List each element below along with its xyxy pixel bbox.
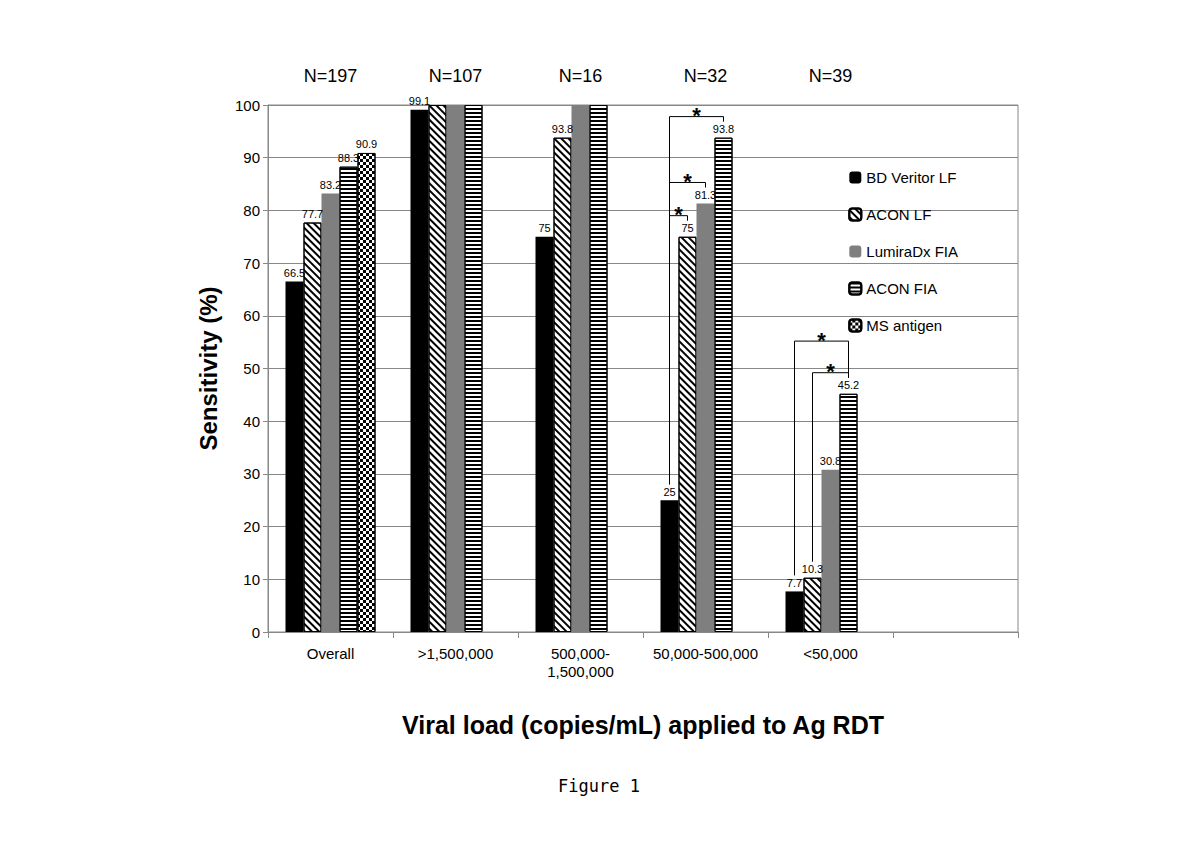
svg-text:*: *: [826, 359, 835, 384]
svg-text:50,000-500,000: 50,000-500,000: [653, 645, 758, 662]
svg-text:66.5: 66.5: [284, 267, 305, 279]
svg-text:25: 25: [663, 486, 675, 498]
svg-text:93.8: 93.8: [552, 123, 573, 135]
svg-text:N=32: N=32: [684, 66, 728, 86]
svg-text:75: 75: [681, 222, 693, 234]
svg-text:N=16: N=16: [559, 66, 603, 86]
svg-text:10.3: 10.3: [802, 563, 823, 575]
svg-text:100: 100: [235, 97, 260, 114]
svg-text:99.1: 99.1: [409, 95, 430, 107]
svg-text:93.8: 93.8: [713, 123, 734, 135]
svg-text:80: 80: [243, 202, 260, 219]
svg-text:10: 10: [243, 571, 260, 588]
svg-text:40: 40: [243, 413, 260, 430]
svg-text:7.7: 7.7: [787, 577, 802, 589]
svg-text:500,000-: 500,000-: [551, 645, 610, 662]
svg-text:60: 60: [243, 307, 260, 324]
svg-text:1,500,000: 1,500,000: [547, 663, 614, 680]
svg-text:45.2: 45.2: [838, 379, 859, 391]
svg-text:*: *: [683, 169, 692, 194]
svg-text:30: 30: [243, 465, 260, 482]
svg-text:N=107: N=107: [429, 66, 483, 86]
svg-text:50: 50: [243, 360, 260, 377]
svg-text:90.9: 90.9: [356, 138, 377, 150]
svg-text:ACON LF: ACON LF: [866, 206, 931, 223]
svg-text:Figure 1: Figure 1: [558, 776, 640, 796]
svg-text:90: 90: [243, 149, 260, 166]
svg-text:30.8: 30.8: [820, 455, 841, 467]
svg-text:20: 20: [243, 518, 260, 535]
svg-text:ACON FIA: ACON FIA: [866, 280, 937, 297]
svg-text:75: 75: [538, 222, 550, 234]
svg-text:83.2: 83.2: [320, 179, 341, 191]
svg-text:<50,000: <50,000: [803, 645, 858, 662]
svg-text:LumiraDx FIA: LumiraDx FIA: [866, 243, 958, 260]
svg-text:Sensitivity (%): Sensitivity (%): [195, 286, 222, 450]
svg-text:*: *: [674, 202, 683, 227]
svg-text:N=197: N=197: [304, 66, 358, 86]
svg-text:BD Veritor LF: BD Veritor LF: [866, 169, 956, 186]
svg-text:MS antigen: MS antigen: [866, 317, 942, 334]
svg-text:*: *: [692, 103, 701, 128]
svg-text:77.7: 77.7: [302, 208, 323, 220]
svg-text:Overall: Overall: [307, 645, 355, 662]
svg-text:0: 0: [252, 624, 260, 641]
svg-text:88.3: 88.3: [338, 152, 359, 164]
svg-text:>1,500,000: >1,500,000: [418, 645, 494, 662]
svg-text:81.3: 81.3: [695, 189, 716, 201]
svg-text:*: *: [817, 328, 826, 353]
svg-text:N=39: N=39: [809, 66, 853, 86]
svg-text:Viral load (copies/mL) applied: Viral load (copies/mL) applied to Ag RDT: [402, 711, 884, 739]
svg-text:70: 70: [243, 255, 260, 272]
